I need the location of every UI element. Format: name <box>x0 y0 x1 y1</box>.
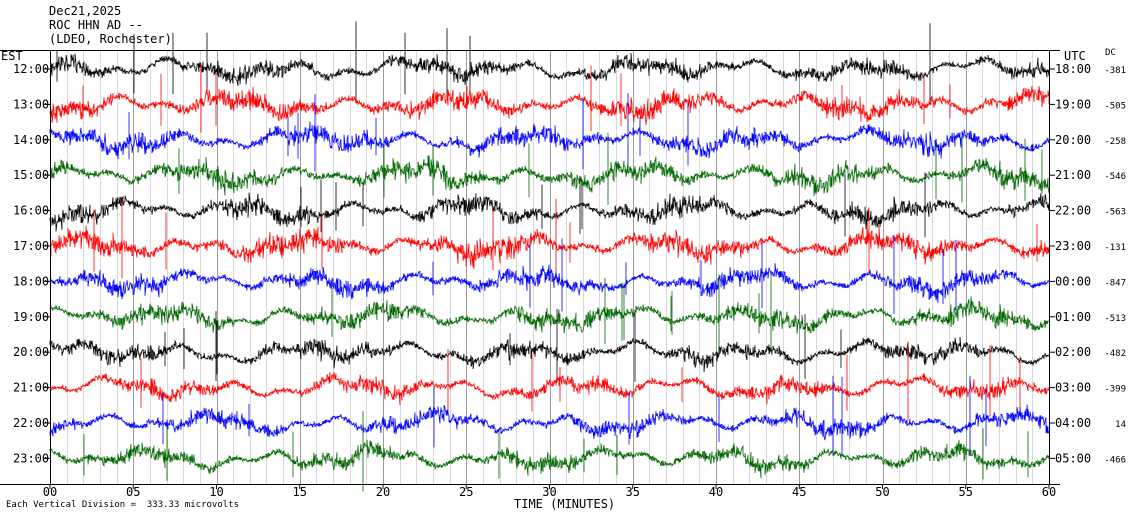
est-label-bg <box>12 380 50 395</box>
scale-note: Each Vertical Division = 333.33 microvol… <box>6 500 239 510</box>
utc-hour-label: 18:00 <box>1055 62 1091 76</box>
est-label-bg <box>12 62 50 76</box>
est-hour-label: 20:00 <box>13 345 49 359</box>
trace-1900 <box>49 271 1050 349</box>
dc-offset-value: -399 <box>1104 385 1126 395</box>
dc-offset-value: -546 <box>1104 172 1126 182</box>
est-hour-label: 17:00 <box>13 239 49 253</box>
est-hour-label: 13:00 <box>13 97 49 111</box>
utc-hour-label: 02:00 <box>1055 345 1091 359</box>
hour-row-labels: 12:00 18:00 -381 13:00 19:00 -505 14:00 20:00 -2… <box>12 62 1126 466</box>
chart-date: Dec21,2025 <box>49 4 122 18</box>
trace-2200 <box>49 375 1050 457</box>
utc-axis-label: UTC <box>1064 49 1086 63</box>
est-hour-label: 16:00 <box>13 204 49 218</box>
plot-frame <box>0 50 1060 485</box>
est-label-bg <box>12 132 50 147</box>
trace-2300 <box>49 411 1050 492</box>
x-tick-label: 60 <box>1042 485 1056 499</box>
est-label-bg <box>12 451 50 466</box>
x-tick-label: 25 <box>459 485 473 499</box>
network-name: (LDEO, Rochester) <box>49 32 172 46</box>
est-label-bg <box>12 203 50 218</box>
dc-offset-value: -258 <box>1104 137 1126 147</box>
x-axis-ticks: 00 05 10 15 20 25 30 35 40 45 50 55 60 <box>43 484 1056 499</box>
est-hour-label: 15:00 <box>13 168 49 182</box>
dc-offset-value: -381 <box>1104 66 1126 76</box>
est-label-bg <box>12 309 50 324</box>
trace-2000 <box>49 308 1050 383</box>
utc-hour-label: 23:00 <box>1055 239 1091 253</box>
trace-1200 <box>49 21 1050 103</box>
est-hour-label: 18:00 <box>13 274 49 288</box>
est-label-bg <box>12 416 50 430</box>
x-tick-label: 05 <box>126 485 140 499</box>
x-tick-label: 15 <box>293 485 307 499</box>
est-hour-label: 21:00 <box>13 381 49 395</box>
dc-offset-value: -505 <box>1104 101 1126 111</box>
x-tick-label: 00 <box>43 485 57 499</box>
dc-offset-value: -131 <box>1104 243 1126 253</box>
trace-1500 <box>49 132 1050 205</box>
dc-offset-value: -513 <box>1104 314 1126 324</box>
x-tick-label: 45 <box>792 485 806 499</box>
trace-1700 <box>49 198 1050 279</box>
est-hour-label: 19:00 <box>13 310 49 324</box>
x-tick-label: 50 <box>875 485 889 499</box>
trace-1800 <box>49 234 1050 314</box>
trace-1600 <box>49 172 1050 238</box>
seismic-traces <box>49 21 1050 492</box>
station-code: ROC HHN AD -- <box>49 18 143 32</box>
x-tick-label: 40 <box>709 485 723 499</box>
trace-2100 <box>49 341 1050 420</box>
utc-hour-label: 21:00 <box>1055 168 1091 182</box>
est-label-bg <box>12 97 50 112</box>
utc-hour-label: 20:00 <box>1055 133 1091 147</box>
est-hour-label: 22:00 <box>13 416 49 430</box>
x-tick-label: 35 <box>626 485 640 499</box>
x-tick-label: 30 <box>542 485 556 499</box>
dc-column-label: DC <box>1105 48 1116 58</box>
trace-1400 <box>49 93 1050 173</box>
x-tick-label: 20 <box>376 485 390 499</box>
dc-offset-value: -482 <box>1104 349 1126 359</box>
utc-hour-label: 05:00 <box>1055 451 1091 465</box>
est-label-bg <box>12 239 50 253</box>
est-hour-label: 23:00 <box>13 451 49 465</box>
utc-hour-label: 19:00 <box>1055 97 1091 111</box>
est-label-bg <box>12 345 50 360</box>
utc-hour-label: 00:00 <box>1055 274 1091 288</box>
dc-offset-value: 14 <box>1115 420 1126 430</box>
utc-hour-label: 03:00 <box>1055 381 1091 395</box>
est-axis-label: EST <box>1 49 23 63</box>
utc-hour-label: 22:00 <box>1055 204 1091 218</box>
utc-hour-label: 01:00 <box>1055 310 1091 324</box>
x-tick-label: 55 <box>959 485 973 499</box>
dc-offset-value: -466 <box>1104 455 1126 465</box>
dc-offset-value: -563 <box>1104 208 1126 218</box>
utc-hour-label: 04:00 <box>1055 416 1091 430</box>
trace-1300 <box>49 64 1050 133</box>
est-hour-label: 12:00 <box>13 62 49 76</box>
x-axis-title: TIME (MINUTES) <box>514 497 616 511</box>
dc-offset-value: -847 <box>1104 278 1126 288</box>
est-hour-label: 14:00 <box>13 133 49 147</box>
est-label-bg <box>12 168 50 183</box>
est-label-bg <box>12 274 50 289</box>
x-tick-label: 10 <box>209 485 223 499</box>
